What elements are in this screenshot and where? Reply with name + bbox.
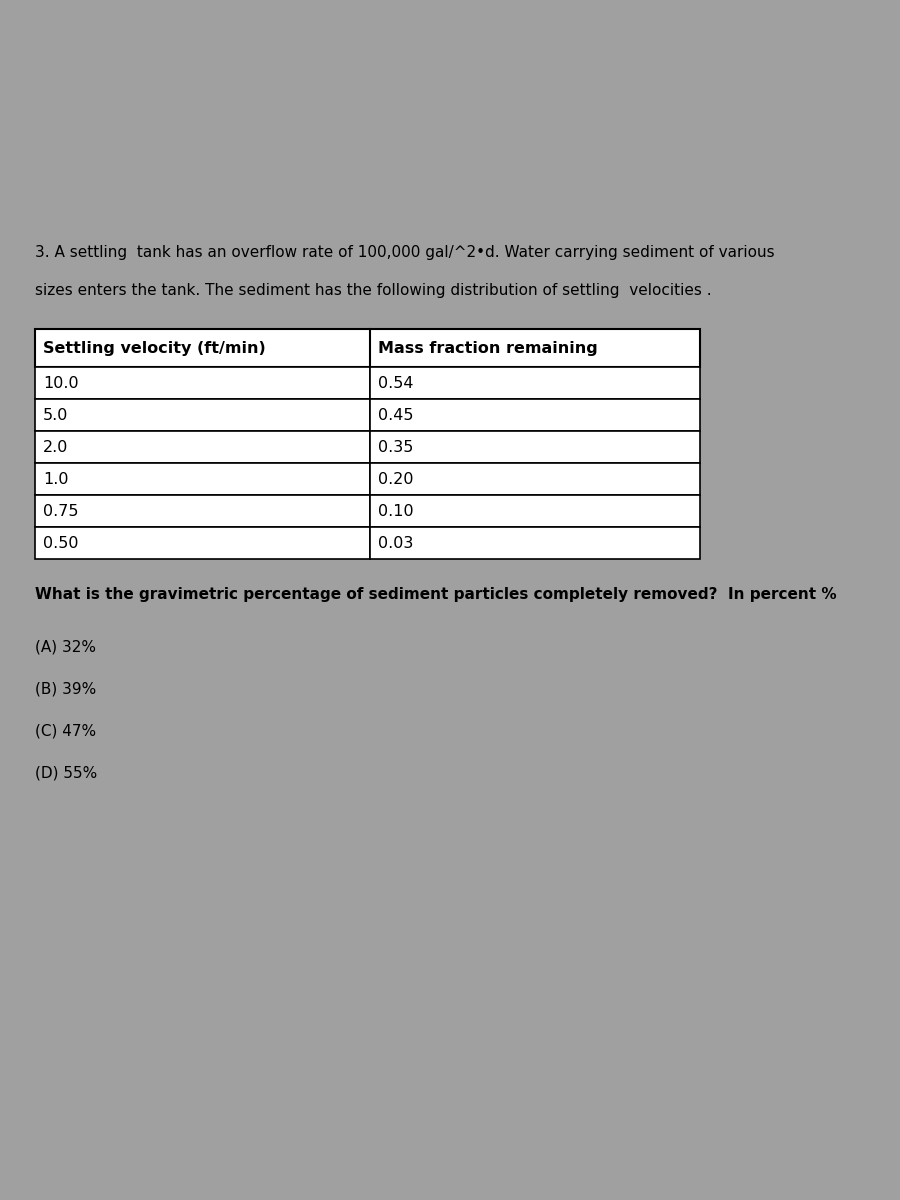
Text: (A) 32%: (A) 32% bbox=[35, 638, 96, 654]
Text: 0.20: 0.20 bbox=[378, 472, 413, 486]
Bar bbox=[370, 527, 700, 559]
Bar bbox=[35, 527, 370, 559]
Text: (C) 47%: (C) 47% bbox=[35, 722, 96, 738]
Text: 0.45: 0.45 bbox=[378, 408, 413, 422]
Text: 0.75: 0.75 bbox=[43, 504, 78, 518]
Bar bbox=[35, 463, 370, 494]
Bar bbox=[35, 431, 370, 463]
Text: 10.0: 10.0 bbox=[43, 376, 78, 390]
Text: 0.10: 0.10 bbox=[378, 504, 414, 518]
Bar bbox=[370, 463, 700, 494]
Text: 5.0: 5.0 bbox=[43, 408, 68, 422]
Bar bbox=[370, 398, 700, 431]
Text: 0.03: 0.03 bbox=[378, 535, 413, 551]
Text: 2.0: 2.0 bbox=[43, 439, 68, 455]
Bar bbox=[35, 398, 370, 431]
Bar bbox=[370, 367, 700, 398]
Text: 1.0: 1.0 bbox=[43, 472, 68, 486]
Bar bbox=[35, 494, 370, 527]
Bar bbox=[35, 329, 700, 367]
Text: (B) 39%: (B) 39% bbox=[35, 680, 96, 696]
Text: 3. A settling  tank has an overflow rate of 100,000 gal/^2•d. Water carrying sed: 3. A settling tank has an overflow rate … bbox=[35, 245, 775, 260]
Bar bbox=[370, 494, 700, 527]
Text: 0.35: 0.35 bbox=[378, 439, 413, 455]
Text: 0.54: 0.54 bbox=[378, 376, 413, 390]
Text: (D) 55%: (D) 55% bbox=[35, 766, 97, 780]
Text: Mass fraction remaining: Mass fraction remaining bbox=[378, 341, 598, 355]
Text: What is the gravimetric percentage of sediment particles completely removed?  In: What is the gravimetric percentage of se… bbox=[35, 587, 837, 602]
Text: 0.50: 0.50 bbox=[43, 535, 78, 551]
Bar bbox=[370, 431, 700, 463]
Bar bbox=[35, 367, 370, 398]
Text: Settling velocity (ft/min): Settling velocity (ft/min) bbox=[43, 341, 266, 355]
Text: sizes enters the tank. The sediment has the following distribution of settling  : sizes enters the tank. The sediment has … bbox=[35, 283, 712, 298]
